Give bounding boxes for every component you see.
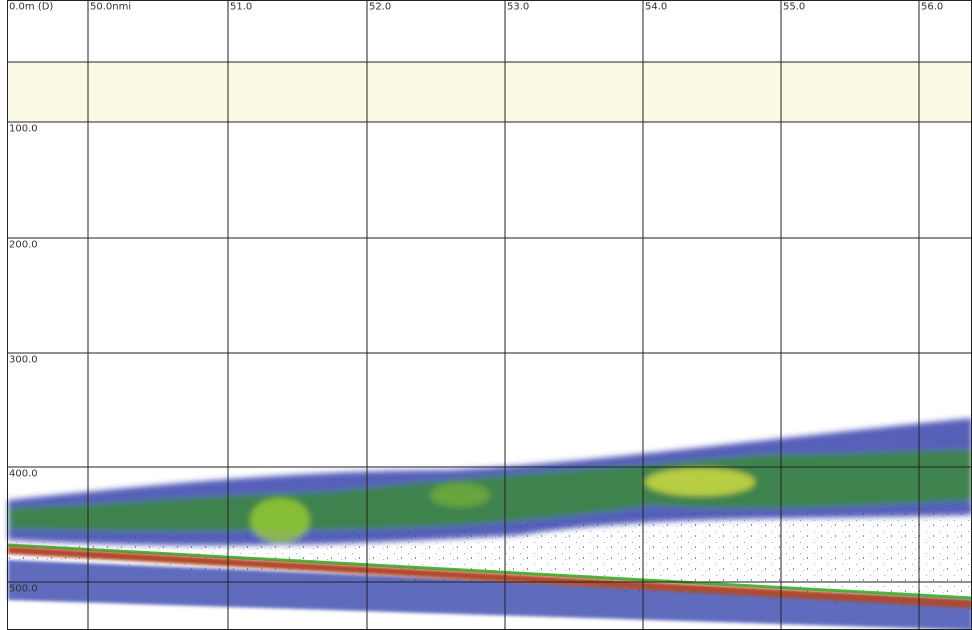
distance-label: 56.0: [921, 1, 943, 12]
grid: [7, 0, 972, 630]
bottom-line: [7, 546, 972, 608]
depth-label: 100.0: [9, 123, 38, 134]
surface-band: [8, 62, 972, 122]
distance-label: 51.0: [230, 1, 252, 12]
depth-label: 500.0: [9, 583, 38, 594]
distance-label: 55.0: [783, 1, 805, 12]
bottom-line-green: [7, 543, 972, 600]
distance-label: 53.0: [507, 1, 529, 12]
distance-label: 54.0: [645, 1, 667, 12]
fish-layer: [8, 418, 972, 546]
distance-label: 50.0nmi: [90, 1, 131, 12]
depth-label: 200.0: [9, 239, 38, 250]
depth-label: 300.0: [9, 354, 38, 365]
bottom-echo: [8, 560, 972, 630]
depth-label: 400.0: [9, 468, 38, 479]
distance-label: 52.0: [369, 1, 391, 12]
depth-label: 0.0m (D): [9, 1, 53, 12]
